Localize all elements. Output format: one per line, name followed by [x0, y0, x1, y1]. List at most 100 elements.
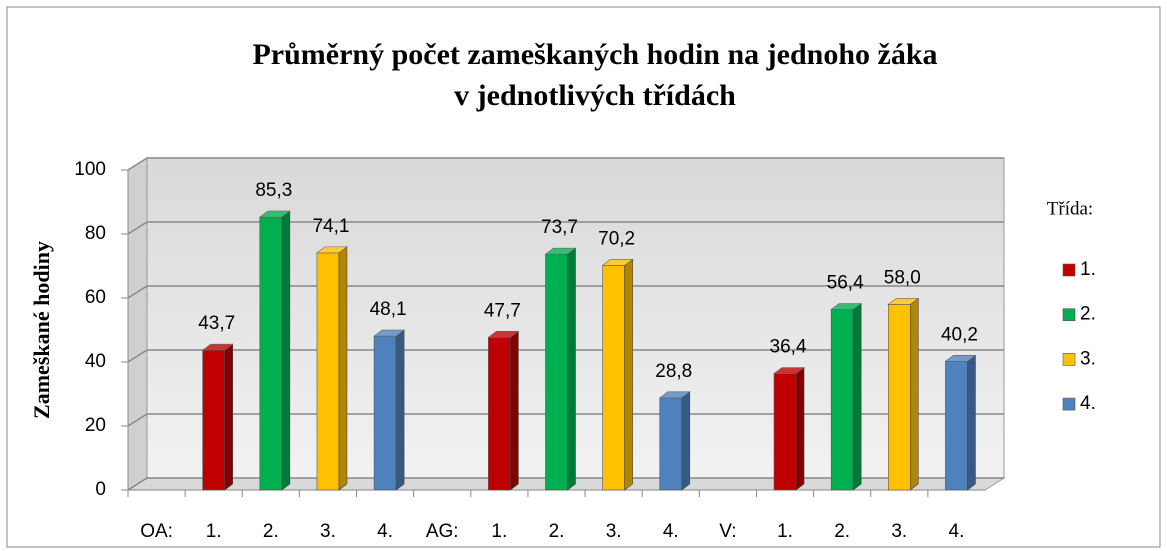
data-label: 58,0: [884, 267, 921, 288]
bar-top: [544, 247, 577, 255]
x-tick-label: 3.: [891, 521, 907, 542]
bar: [544, 247, 577, 491]
x-tick-label: 4.: [949, 521, 965, 542]
bar-top-shade: [316, 246, 347, 253]
bar-side-shade: [281, 211, 290, 491]
bar-front: [659, 397, 683, 491]
bar: [830, 302, 863, 491]
bar-side-shade: [510, 331, 519, 490]
bar: [258, 210, 291, 491]
bar-top-shade: [488, 331, 519, 338]
bar-side-shade: [967, 355, 976, 490]
bar-top: [258, 210, 291, 218]
bar-top-shade: [602, 259, 633, 266]
data-label: 28,8: [655, 361, 692, 382]
legend-label: 4.: [1080, 393, 1096, 414]
bar-top: [487, 331, 520, 338]
data-label: 56,4: [827, 273, 864, 294]
x-tick-label: 1.: [491, 521, 507, 542]
side-wall: [127, 157, 148, 491]
bar-front: [887, 304, 911, 491]
chart-title: v jednotlivých třídách: [454, 79, 736, 112]
bar: [487, 330, 520, 491]
grid-line: [127, 285, 1004, 299]
bar-front: [316, 252, 340, 491]
x-tick-label: 4.: [663, 521, 679, 542]
bar-front: [373, 335, 397, 491]
bar-front: [773, 373, 797, 491]
y-tick-label: 20: [85, 415, 106, 436]
legend-swatch: [1062, 263, 1076, 277]
bar-front: [202, 349, 225, 491]
x-tick-label: 3.: [320, 521, 336, 542]
bar-top-shade: [659, 391, 690, 398]
bar-front: [488, 337, 511, 491]
legend-title: Třída:: [1047, 198, 1093, 219]
x-tick-label: OA:: [140, 521, 173, 542]
bar-front: [830, 309, 854, 491]
grid-line: [127, 477, 1004, 491]
x-tick-label: 1.: [777, 521, 793, 542]
bar: [373, 329, 406, 491]
y-tick-label: 80: [85, 223, 106, 244]
bar-front: [602, 265, 625, 491]
legend-swatch: [1062, 397, 1076, 411]
data-label: 40,2: [941, 324, 978, 345]
bar-top: [373, 329, 406, 337]
chart-title: Průměrný počet zameškaných hodin na jedn…: [252, 38, 937, 71]
bar-side-shade: [396, 330, 405, 490]
data-label: 73,7: [541, 217, 578, 238]
bar-top: [773, 367, 805, 374]
data-label: 47,7: [484, 300, 521, 321]
bar-top: [830, 303, 863, 310]
data-label: 48,1: [370, 299, 407, 320]
bar-top-shade: [774, 367, 805, 374]
grid-line: [127, 413, 1004, 427]
bar-side-shade: [681, 391, 690, 490]
data-label: 43,7: [198, 313, 235, 334]
bar-top: [658, 391, 691, 399]
bar-top-shade: [545, 248, 576, 255]
y-axis-label: Zameškané hodiny: [29, 241, 54, 419]
legend-swatch: [1062, 308, 1076, 322]
x-tick-label: 2.: [263, 521, 279, 542]
legend-label: 1.: [1080, 259, 1096, 280]
grid-line: [127, 221, 1004, 235]
bar-top: [316, 246, 348, 254]
x-tick-label: 4.: [377, 521, 393, 542]
bar-top-shade: [259, 211, 290, 218]
legend-label: 3.: [1080, 348, 1096, 369]
bar: [601, 258, 634, 491]
data-label: 70,2: [598, 228, 635, 249]
bar-top-shade: [888, 298, 919, 305]
legend-label: 2.: [1080, 304, 1096, 325]
bar-top-shade: [374, 330, 405, 337]
bar-front: [545, 253, 568, 491]
legend-swatch: [1062, 353, 1076, 366]
bar: [201, 343, 234, 491]
bar-top: [201, 343, 234, 351]
x-tick-label: 3.: [606, 521, 622, 542]
bar-side-shade: [567, 248, 576, 490]
bar-top: [944, 355, 977, 362]
bar-top: [601, 259, 634, 266]
bar: [887, 297, 920, 491]
bar-top: [887, 298, 920, 305]
x-tick-label: 1.: [206, 521, 222, 542]
bar-top-shade: [202, 344, 233, 351]
data-label: 36,4: [770, 337, 807, 358]
bar-side-shade: [796, 367, 805, 490]
bar-front: [945, 361, 968, 491]
data-label: 74,1: [312, 216, 349, 237]
x-tick-label: 2.: [549, 521, 565, 542]
bar-side-shade: [338, 246, 347, 490]
y-tick-label: 100: [74, 159, 106, 180]
data-label: 85,3: [255, 180, 292, 201]
grid-line: [127, 349, 1004, 363]
bar: [773, 366, 805, 491]
x-tick-label: AG:: [426, 521, 459, 542]
bar-side-shade: [624, 259, 633, 490]
bar: [316, 246, 348, 491]
bar-side-shade: [224, 344, 233, 490]
